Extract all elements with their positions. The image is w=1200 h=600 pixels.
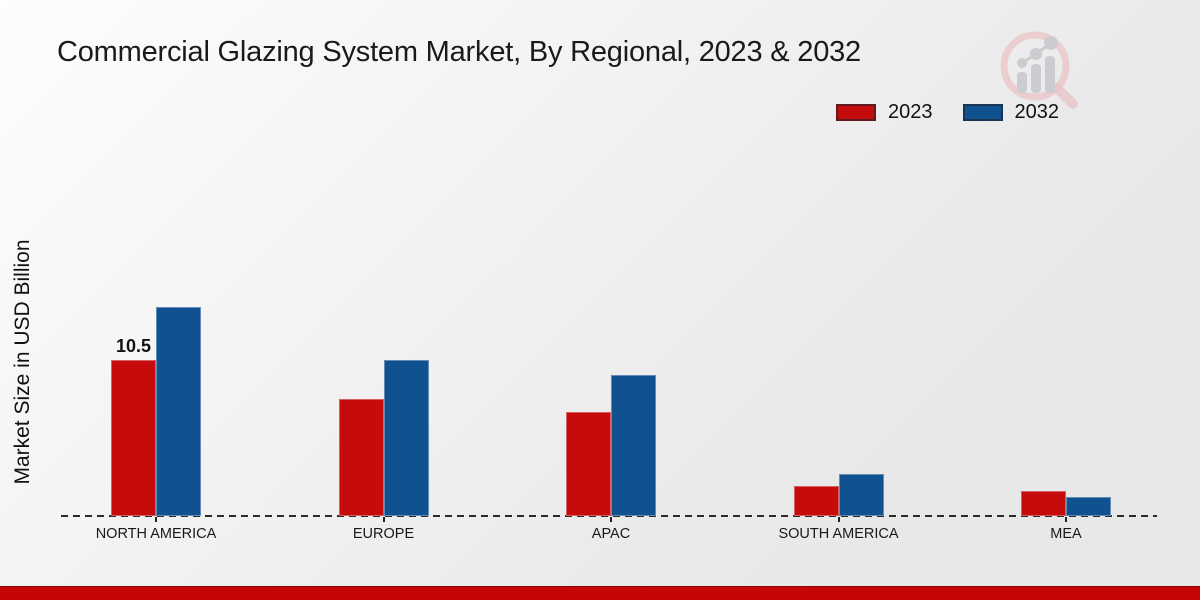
- x-axis-label-apac: APAC: [591, 526, 631, 542]
- x-axis-tick-europe: [382, 517, 385, 522]
- brand-logo: [993, 26, 1083, 114]
- legend: 2023 2032: [836, 101, 1059, 124]
- magnifier-bar-chart-icon: [1000, 31, 1078, 109]
- x-axis-tick-apac: [610, 517, 612, 522]
- x-axis-label-north-america: NORTH AMERICA: [95, 526, 217, 542]
- legend-item-2032: 2032: [962, 101, 1060, 124]
- legend-label-2023: 2023: [888, 101, 933, 123]
- x-axis-tick-north-america: [155, 517, 157, 522]
- footer-accent-bar: [0, 586, 1200, 600]
- bar-2032-apac: [611, 374, 656, 516]
- bar-2023-europe: [338, 398, 384, 516]
- bar-2023-mea: [1021, 490, 1066, 516]
- legend-label-2032: 2032: [1014, 101, 1060, 123]
- legend-swatch-2032: [962, 104, 1003, 121]
- value-label-2023-north-america: 10.5: [115, 336, 152, 356]
- x-axis-tick-mea: [1065, 517, 1067, 522]
- bar-2023-south-america: [793, 486, 839, 516]
- bar-2032-mea: [1066, 496, 1111, 516]
- bar-2023-apac: [566, 412, 611, 516]
- x-axis-label-south-america: SOUTH AMERICA: [778, 526, 899, 542]
- chart-title: Commercial Glazing System Market, By Reg…: [57, 36, 861, 68]
- bar-2032-north-america: [156, 306, 201, 516]
- x-axis-label-europe: EUROPE: [352, 526, 415, 542]
- bar-2023-north-america: [111, 360, 156, 516]
- x-axis-line: [61, 515, 1157, 517]
- x-axis-tick-south-america: [837, 517, 840, 522]
- legend-swatch-2023: [836, 104, 876, 121]
- x-axis-label-mea: MEA: [1050, 526, 1082, 542]
- bar-2032-south-america: [838, 474, 884, 516]
- legend-item-2023: 2023: [836, 101, 933, 124]
- bar-2032-europe: [383, 360, 429, 516]
